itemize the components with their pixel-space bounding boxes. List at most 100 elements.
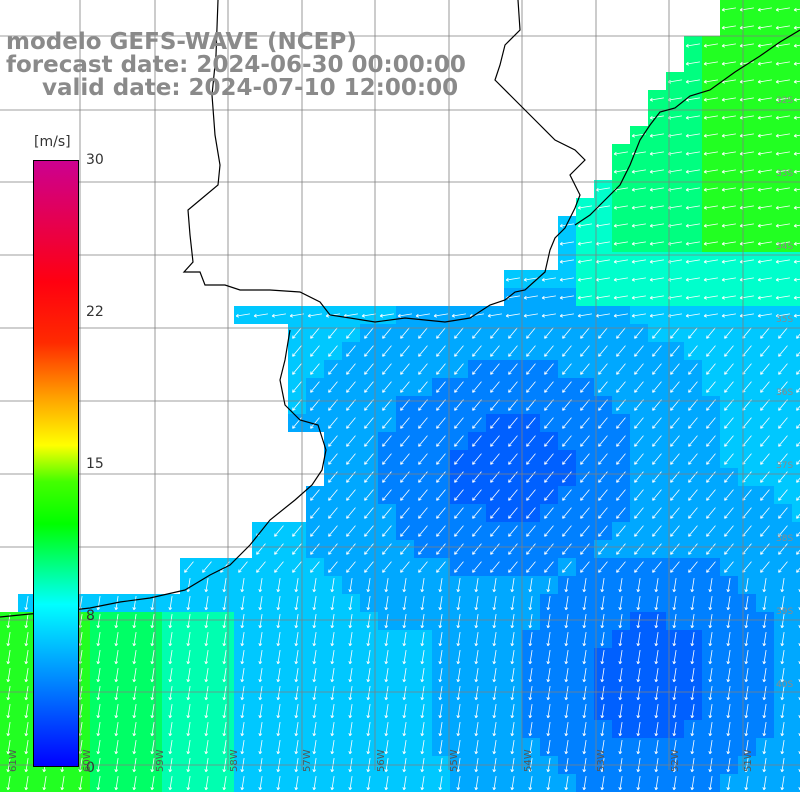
wind-arrow <box>634 399 644 411</box>
wind-arrow <box>562 363 572 375</box>
wind-arrow <box>292 561 302 573</box>
wind-arrow <box>726 722 731 737</box>
wind-arrow <box>685 151 700 156</box>
wind-arrow <box>780 632 785 647</box>
wind-arrow <box>562 525 572 537</box>
wind-arrow <box>364 417 374 429</box>
wind-arrow <box>186 686 191 701</box>
wind-arrow <box>726 776 731 791</box>
wind-arrow <box>582 578 587 593</box>
wind-arrow <box>384 668 389 683</box>
wind-arrow <box>564 632 569 647</box>
wind-arrow <box>582 650 587 665</box>
wind-arrow <box>598 381 608 393</box>
wind-arrow <box>688 363 698 375</box>
wind-arrow <box>366 686 371 701</box>
wind-arrow <box>562 399 572 411</box>
wind-arrow <box>96 776 101 791</box>
wind-arrow <box>793 187 800 192</box>
wind-arrow <box>703 79 718 84</box>
wind-arrow <box>436 543 446 555</box>
wind-arrow <box>364 453 374 465</box>
wind-arrow <box>24 776 29 791</box>
wind-arrow <box>672 776 677 791</box>
wind-arrow <box>310 399 320 411</box>
wind-arrow <box>739 223 754 228</box>
wind-arrow <box>582 740 587 755</box>
wind-arrow <box>793 169 800 174</box>
wind-arrow <box>256 561 266 573</box>
wind-arrow <box>760 327 770 339</box>
wind-arrow <box>96 668 101 683</box>
wind-arrow <box>526 471 536 483</box>
wind-arrow <box>793 241 800 246</box>
wind-arrow <box>595 259 610 264</box>
wind-arrow <box>562 417 572 429</box>
wind-arrow <box>672 578 677 593</box>
wind-arrow <box>546 722 551 737</box>
wind-arrow <box>546 650 551 665</box>
wind-arrow <box>330 668 335 683</box>
wind-arrow <box>778 327 788 339</box>
wind-arrow <box>114 704 119 719</box>
wind-arrow <box>346 561 356 573</box>
wind-arrow <box>618 578 623 593</box>
wind-arrow <box>688 525 698 537</box>
wind-arrow <box>618 614 623 629</box>
wind-arrow <box>346 435 356 447</box>
wind-arrow <box>456 722 461 737</box>
wind-arrow <box>204 722 209 737</box>
wind-arrow <box>780 722 785 737</box>
wind-arrow <box>382 417 392 429</box>
wind-arrow <box>721 25 736 30</box>
wind-arrow <box>474 704 479 719</box>
wind-arrow <box>780 614 785 629</box>
wind-arrow <box>366 650 371 665</box>
wind-arrow <box>186 614 191 629</box>
wind-arrow <box>757 205 772 210</box>
wind-arrow <box>132 686 137 701</box>
wind-arrow <box>613 205 628 210</box>
wind-arrow <box>490 471 500 483</box>
wind-arrow <box>544 543 554 555</box>
wind-arrow <box>652 489 662 501</box>
legend-tick-8: 8 <box>86 608 95 624</box>
wind-arrow <box>510 578 515 593</box>
wind-arrow <box>276 632 281 647</box>
wind-arrow <box>636 686 641 701</box>
wind-arrow <box>436 345 446 357</box>
wind-arrow <box>346 363 356 375</box>
wind-arrow <box>598 507 608 519</box>
wind-arrow <box>778 435 788 447</box>
wind-arrow <box>204 668 209 683</box>
wind-arrow <box>348 596 353 611</box>
wind-arrow <box>384 722 389 737</box>
wind-arrow <box>685 223 700 228</box>
wind-arrow <box>526 345 536 357</box>
wind-arrow <box>366 776 371 791</box>
wind-arrow <box>456 740 461 755</box>
wind-arrow <box>240 722 245 737</box>
lat-label: 39S <box>776 607 794 617</box>
wind-arrow <box>418 435 428 447</box>
wind-arrow <box>796 351 800 357</box>
wind-arrow <box>456 578 461 593</box>
wind-arrow <box>721 313 736 318</box>
wind-arrow <box>724 543 734 555</box>
wind-arrow <box>652 471 662 483</box>
wind-arrow <box>222 650 227 665</box>
wind-arrow <box>757 61 772 66</box>
wind-arrow <box>114 650 119 665</box>
wind-arrow <box>366 722 371 737</box>
wind-arrow <box>796 567 800 573</box>
wind-arrow <box>793 115 800 120</box>
wind-arrow <box>240 578 245 593</box>
wind-arrow <box>631 187 646 192</box>
wind-arrow <box>616 525 626 537</box>
wind-arrow <box>757 223 772 228</box>
wind-arrow <box>454 561 464 573</box>
wind-arrow <box>670 417 680 429</box>
wind-arrow <box>631 205 646 210</box>
wind-arrow <box>706 417 716 429</box>
wind-arrow <box>690 578 695 593</box>
